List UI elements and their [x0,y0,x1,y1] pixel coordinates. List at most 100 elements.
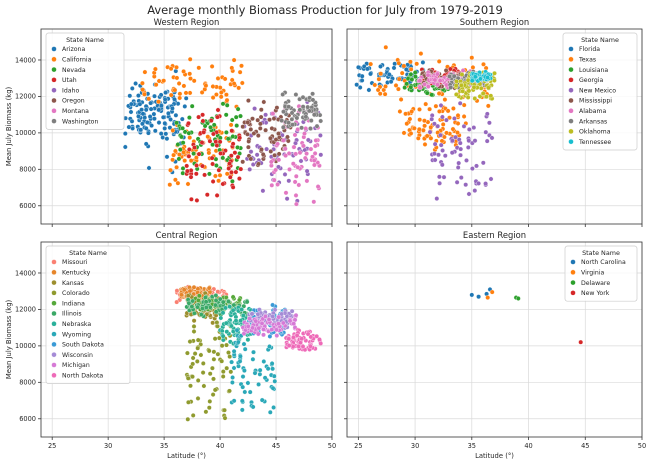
data-point [453,134,458,140]
legend-marker [570,269,576,275]
data-point [270,385,276,391]
data-point [230,184,236,190]
legend-entry: Idaho [62,87,79,94]
legend-marker [51,290,57,296]
legend-entry: Illinois [62,311,82,318]
data-point [472,138,478,144]
data-point [293,312,299,318]
data-point [281,138,286,143]
data-point [256,382,261,387]
data-point [207,171,212,177]
data-point [357,85,363,90]
data-point [237,69,243,75]
data-point [388,79,394,85]
x-tick-label: 25 [48,442,56,450]
data-point [250,356,256,362]
legend-marker [51,279,57,286]
data-point [187,135,193,140]
data-point [420,60,426,65]
data-point [440,148,445,153]
data-point [190,298,195,304]
data-point [293,173,299,179]
data-point [168,92,174,98]
data-point [276,157,282,163]
legend-box [562,32,638,151]
data-point [174,64,179,70]
data-point [213,309,219,315]
data-point [237,135,243,141]
data-point [220,101,226,107]
data-point [298,340,303,346]
data-point [195,396,201,401]
data-point [263,314,268,319]
data-point [429,116,435,122]
data-point [152,116,157,122]
data-point [242,346,248,352]
data-point [239,63,244,69]
data-point [480,160,486,166]
data-point [200,118,206,124]
data-point [200,361,206,366]
legend-marker [570,279,576,286]
data-point [206,348,212,354]
data-point [270,111,276,116]
data-point [235,145,240,150]
data-point [515,296,521,301]
data-point [240,384,246,390]
data-point [190,413,196,418]
data-point [437,78,443,84]
data-point [196,293,202,299]
data-point [144,120,150,125]
data-point [174,164,179,170]
series-virginia [485,289,495,300]
data-point [245,131,250,137]
data-point [424,90,430,96]
data-point [466,127,472,132]
data-point [126,124,132,130]
data-point [286,104,292,110]
data-point [401,130,407,136]
data-point [140,111,146,117]
data-point [218,90,224,95]
data-point [129,118,135,124]
data-point [259,147,264,152]
data-point [206,285,212,291]
data-point [261,99,267,105]
axes-frame [346,241,643,438]
data-point [170,128,176,133]
data-point [257,126,263,131]
data-point [231,57,237,63]
y-axis-label: Mean July Biomass (kg) [5,86,13,166]
data-point [312,162,317,168]
data-point [422,142,428,147]
data-point [122,144,128,150]
data-point [275,141,280,147]
data-point [447,115,452,121]
data-point [274,105,280,111]
data-point [297,150,303,156]
data-point [216,167,222,173]
data-point [232,150,238,156]
data-point [152,128,158,134]
data-point [481,61,486,67]
data-point [224,171,230,177]
legend-marker [51,97,57,104]
data-point [472,74,478,80]
data-point [448,66,453,72]
data-point [415,135,421,141]
legend-entry: Nevada [62,67,86,74]
data-point [238,113,243,119]
data-point [220,299,226,305]
data-point [186,153,192,159]
data-point [314,333,320,339]
data-point [184,163,190,169]
data-point [378,64,383,69]
data-point [425,72,431,78]
legend-marker [570,290,576,296]
data-point [226,299,231,304]
data-point [447,74,452,79]
data-point [445,108,451,114]
legend-entry: Louisiana [579,67,608,74]
data-point [359,78,365,83]
